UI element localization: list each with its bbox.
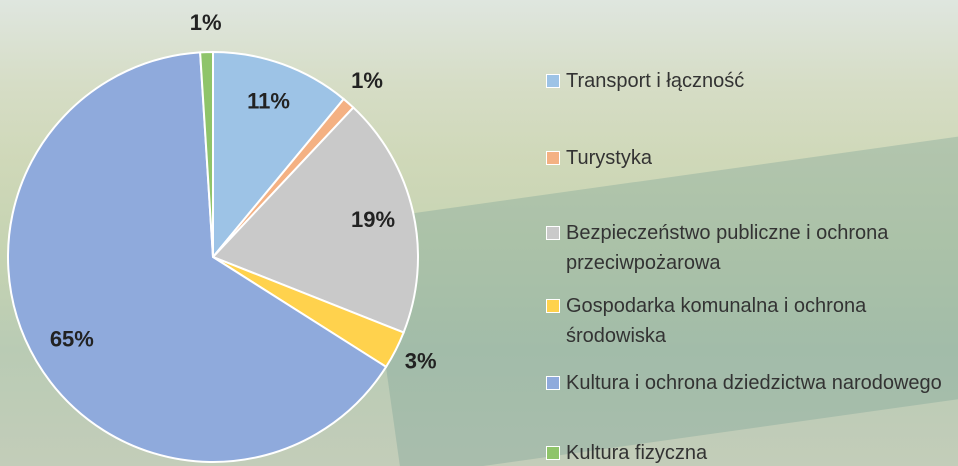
pie-slice: [7, 51, 388, 463]
legend-swatch: [546, 446, 560, 460]
legend-swatch: [546, 376, 560, 390]
legend-entry: Turystyka: [546, 143, 956, 173]
data-label: 3%: [405, 349, 437, 374]
data-label: 65%: [50, 326, 94, 351]
pie-slice: [199, 50, 214, 258]
legend-swatch: [546, 299, 560, 313]
legend-entry: Kultura i ochrona dziedzictwa narodowego: [546, 368, 956, 398]
legend-entry: Gospodarka komunalna i ochrona środowisk…: [546, 291, 956, 351]
legend-label: Bezpieczeństwo publiczne i ochrona przec…: [566, 222, 889, 274]
legend-label: Kultura fizyczna: [566, 442, 708, 464]
legend-swatch: [546, 226, 560, 240]
legend-label: Turystyka: [566, 147, 652, 169]
legend-entry: Kultura fizyczna: [546, 438, 956, 466]
data-label: 19%: [351, 207, 395, 232]
data-label: 1%: [190, 10, 222, 35]
legend-entry: Bezpieczeństwo publiczne i ochrona przec…: [546, 218, 956, 278]
legend-label: Gospodarka komunalna i ochrona środowisk…: [566, 295, 867, 347]
legend-swatch: [546, 151, 560, 165]
data-label: 11%: [247, 89, 290, 114]
pie-slice: [212, 50, 346, 260]
data-label: 1%: [351, 68, 383, 93]
legend-label: Kultura i ochrona dziedzictwa narodowego: [566, 372, 942, 394]
legend-label: Transport i łączność: [566, 70, 745, 92]
legend-swatch: [546, 74, 560, 88]
legend-entry: Transport i łączność: [546, 66, 956, 96]
